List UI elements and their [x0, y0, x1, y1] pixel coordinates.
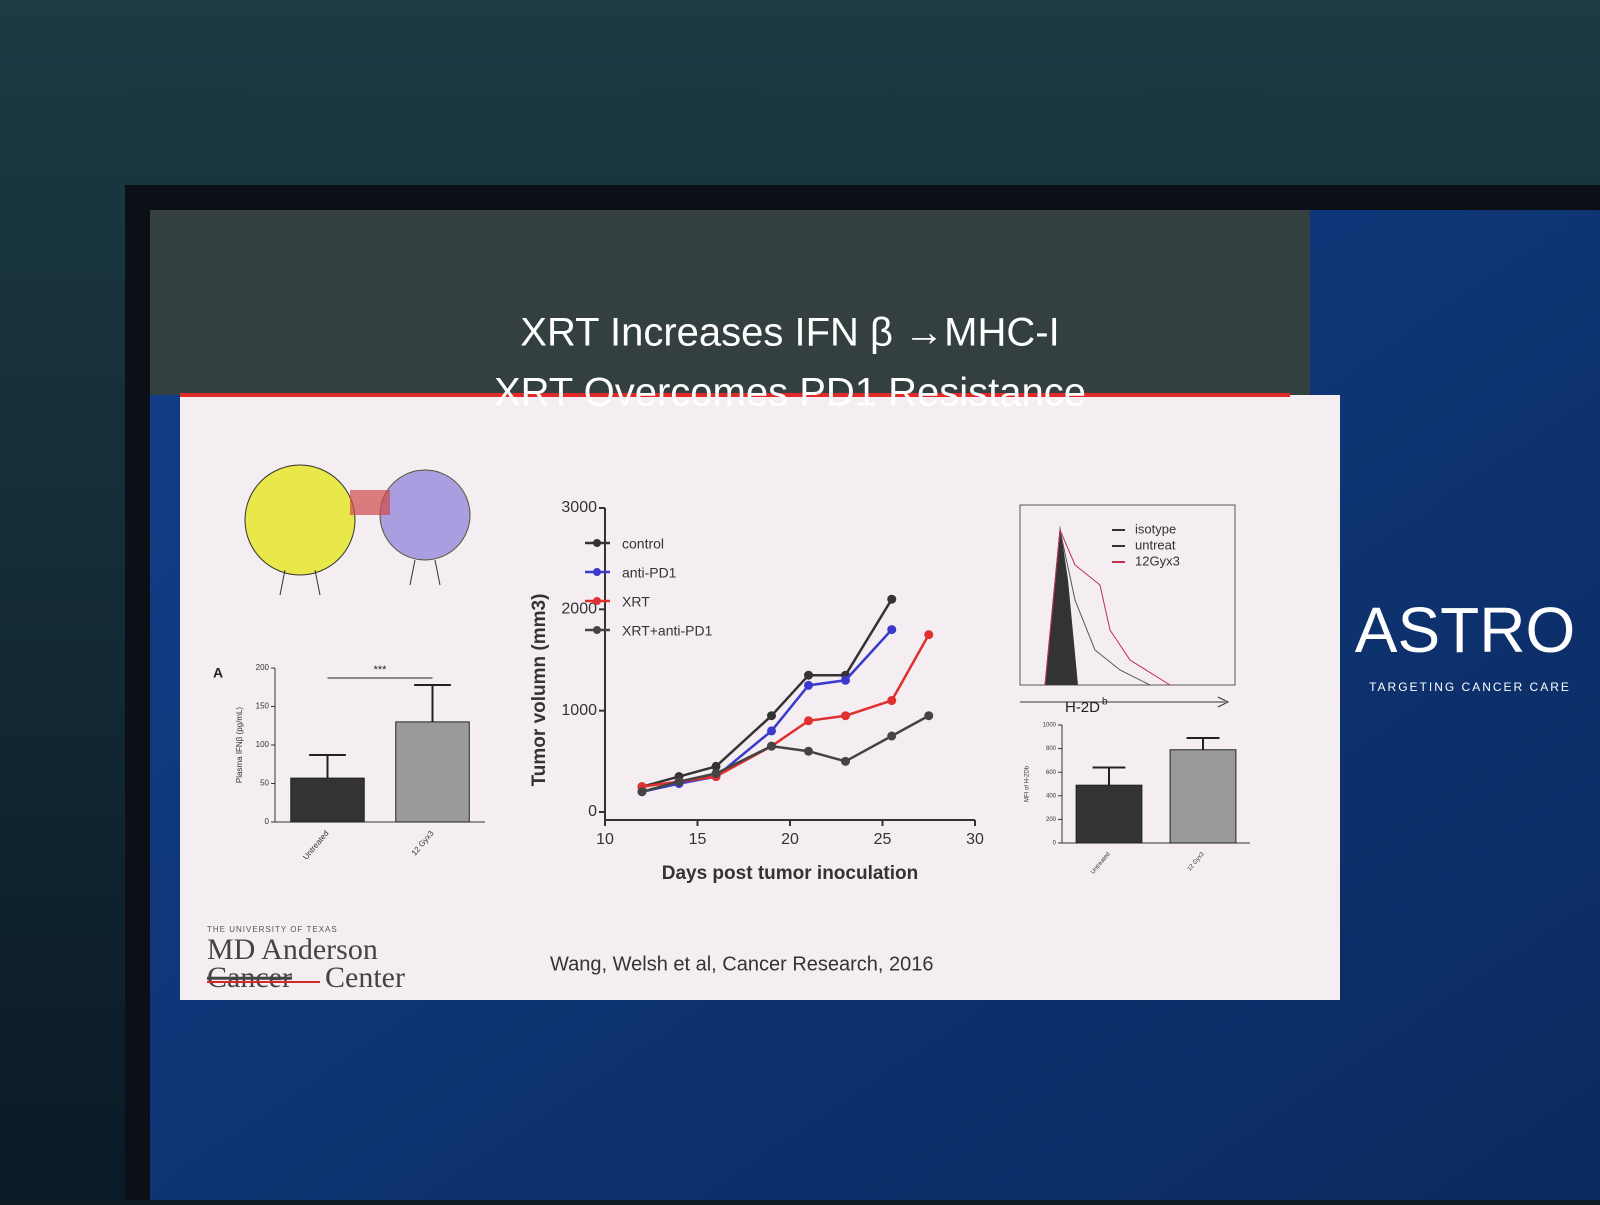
y-tick-label: 200 [256, 663, 270, 672]
series-line [641, 714, 930, 793]
title: XRT Overcomes PD1 Resistance [494, 371, 1086, 415]
bar [395, 721, 470, 823]
point [887, 594, 897, 604]
point [841, 675, 850, 685]
x-tick-label: 30 [966, 831, 984, 848]
brand-tagline: TARGETING CANCER CARE [1369, 680, 1571, 694]
legend-label: isotype [1135, 521, 1176, 536]
point [924, 630, 934, 640]
x-label: Days post tumor inoculation [662, 863, 919, 884]
point [924, 711, 934, 721]
bar [1169, 749, 1237, 844]
y-tick-label: 200 [1046, 817, 1057, 823]
x-tick-label: 25 [874, 831, 892, 848]
brand-name: ASTRO [1355, 594, 1575, 666]
y-tick-label: 3000 [561, 499, 597, 516]
point [637, 787, 647, 797]
point [767, 741, 776, 751]
y-tick-label: 1000 [561, 702, 597, 719]
flow-histogram [1019, 504, 1236, 708]
point [804, 746, 813, 756]
legend-label: control [622, 536, 664, 552]
error-bar [309, 754, 346, 779]
title: XRT Increases IFN β →MHC-I [520, 311, 1059, 355]
y-tick-label: 0 [1053, 841, 1057, 847]
slide-header [150, 210, 1310, 395]
point [804, 680, 813, 690]
x-tick-label: 10 [596, 831, 614, 848]
legend-label: anti-PD1 [622, 565, 677, 581]
y-tick-label: 0 [588, 803, 597, 820]
y-label: MFI of H-2Db [1025, 765, 1031, 802]
error-bar [1186, 736, 1220, 750]
point [674, 777, 684, 787]
legend-label: 12Gyx3 [1135, 553, 1180, 568]
point [804, 670, 813, 680]
y-label: Plasma IFNβ (pg/mL) [235, 707, 244, 784]
y-tick-label: 50 [260, 779, 269, 788]
panel-label: A [213, 665, 223, 681]
legend-marker [593, 626, 601, 634]
point [887, 625, 897, 635]
y-tick-label: 0 [265, 817, 270, 826]
institution-struck: Cancer [207, 961, 292, 994]
y-tick-label: 2000 [561, 601, 597, 618]
x-tick-label: 20 [781, 831, 799, 848]
y-tick-label: 1000 [1043, 723, 1057, 729]
point [767, 726, 776, 736]
y-tick-label: 100 [256, 740, 270, 749]
legend-marker [593, 597, 601, 605]
y-tick-label: 600 [1046, 770, 1057, 776]
legend-label: XRT+anti-PD1 [622, 623, 713, 639]
bar [290, 777, 365, 823]
point [841, 756, 850, 766]
y-tick-label: 150 [256, 702, 270, 711]
annotation: *** [374, 664, 388, 676]
point [841, 711, 850, 721]
point [711, 761, 721, 771]
x-tick-label: 15 [689, 831, 707, 848]
point [887, 696, 897, 706]
institution-top: THE UNIVERSITY OF TEXAS [207, 925, 338, 934]
y-tick-label: 400 [1046, 793, 1057, 799]
y-label: Tumor volumn (mm3) [529, 594, 550, 787]
point [767, 711, 776, 721]
cartoon [244, 464, 471, 596]
point [887, 731, 897, 741]
citation: Wang, Welsh et al, Cancer Research, 2016 [550, 953, 934, 975]
slide-body [180, 395, 1340, 1000]
flow-xlabel-sup: b [1102, 697, 1108, 708]
error-bar [1092, 766, 1126, 786]
flow-xlabel: H-2D [1065, 699, 1100, 716]
institution-name: MD Anderson [207, 933, 378, 966]
institution-last: Center [325, 961, 405, 994]
legend-label: untreat [1135, 537, 1176, 552]
point [804, 716, 813, 726]
legend-label: XRT [622, 594, 650, 610]
bar [1075, 784, 1143, 844]
y-tick-label: 800 [1046, 746, 1057, 752]
error-bar [414, 683, 451, 722]
legend-marker [593, 568, 601, 576]
red-rule [180, 393, 1290, 397]
point [711, 768, 721, 778]
legend-marker [593, 539, 601, 547]
